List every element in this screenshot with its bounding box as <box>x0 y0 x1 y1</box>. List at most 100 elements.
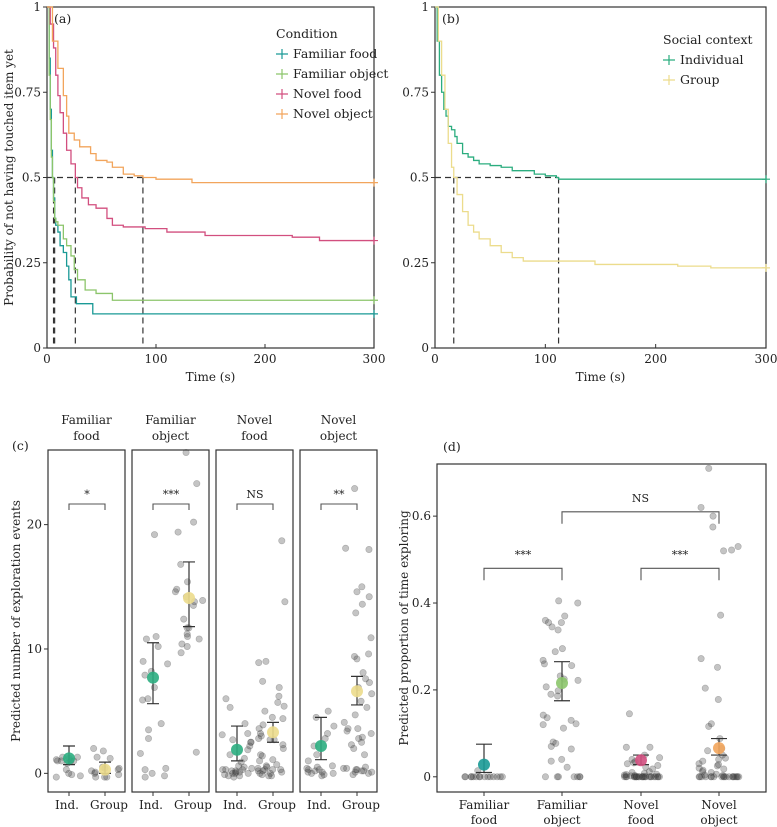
data-point <box>239 766 247 774</box>
data-point <box>720 765 728 773</box>
data-point <box>352 766 360 774</box>
data-point <box>476 773 484 781</box>
legend-swatch <box>663 55 675 65</box>
data-point <box>313 751 321 759</box>
mean-point <box>99 763 111 776</box>
x-tick-label: Group <box>258 798 296 812</box>
facet-frame <box>299 449 378 793</box>
data-point <box>261 766 269 774</box>
data-point <box>699 766 707 774</box>
data-point <box>115 764 123 772</box>
data-point <box>248 764 256 772</box>
y-tick-label: 0.25 <box>402 256 429 270</box>
survival-curve-novel-object <box>47 6 374 184</box>
panel-d: (d) Predicted proportion of time explorin… <box>397 439 767 827</box>
data-point <box>633 773 641 781</box>
data-point <box>707 768 715 776</box>
data-point <box>713 762 721 770</box>
x-tick-label: 200 <box>254 352 277 366</box>
data-point <box>247 738 255 746</box>
data-point <box>189 601 197 609</box>
data-point <box>551 648 559 656</box>
legend-entry: Familiar food <box>293 46 377 61</box>
data-point <box>361 751 369 759</box>
data-point <box>554 626 562 634</box>
data-point <box>543 714 551 722</box>
x-tick-label-line1: Novel <box>701 798 737 812</box>
data-point <box>340 718 348 726</box>
data-point <box>733 773 741 781</box>
data-point <box>541 616 549 624</box>
data-point <box>695 760 703 768</box>
x-tick-label: Ind. <box>307 798 331 812</box>
data-point <box>576 773 584 781</box>
data-point <box>254 764 262 772</box>
significance-label: *** <box>672 548 689 561</box>
data-point <box>707 773 715 781</box>
data-point <box>177 560 185 568</box>
data-point <box>342 544 350 552</box>
data-point <box>461 773 469 781</box>
data-point <box>486 773 494 781</box>
x-tick-label: 100 <box>145 352 168 366</box>
data-point <box>697 655 705 663</box>
data-point <box>91 769 99 777</box>
data-point <box>709 512 717 520</box>
data-point <box>329 769 337 777</box>
data-point <box>715 755 723 763</box>
data-point <box>461 773 469 781</box>
significance-label: NS <box>246 488 263 501</box>
data-point <box>654 773 662 781</box>
y-tick-label: 0.75 <box>14 85 41 99</box>
data-point <box>467 773 475 781</box>
data-point <box>539 721 547 729</box>
data-point <box>635 773 643 781</box>
mean-point <box>147 671 159 684</box>
data-point <box>572 720 580 728</box>
data-point <box>344 725 352 733</box>
data-point <box>262 762 270 770</box>
data-point <box>358 600 366 608</box>
legend-entry: Novel object <box>293 106 373 121</box>
data-point <box>68 771 76 779</box>
data-point <box>141 773 149 781</box>
data-point <box>318 768 326 776</box>
data-point <box>93 753 101 761</box>
data-point <box>545 619 553 627</box>
data-point <box>180 615 188 623</box>
data-point <box>324 707 332 715</box>
data-point <box>645 768 653 776</box>
facet-title-line2: food <box>241 429 268 443</box>
significance-bracket <box>152 503 190 510</box>
data-point <box>268 713 276 721</box>
data-point <box>259 721 267 729</box>
data-point <box>141 766 149 774</box>
data-point <box>576 773 584 781</box>
data-point <box>635 773 643 781</box>
facet-familiar-food: Familiar food * Ind. Group <box>47 413 128 812</box>
data-point <box>222 766 230 774</box>
panel-label: (b) <box>442 11 460 26</box>
data-point <box>52 756 60 764</box>
data-point <box>178 640 186 648</box>
data-point <box>640 769 648 777</box>
data-point <box>231 769 239 777</box>
data-point <box>308 769 316 777</box>
data-point <box>567 716 575 724</box>
data-point <box>712 770 720 778</box>
data-point <box>152 633 160 641</box>
data-point <box>701 684 709 692</box>
data-point <box>244 769 252 777</box>
x-tick-label: Group <box>174 798 212 812</box>
data-point <box>199 596 207 604</box>
data-point <box>638 773 646 781</box>
plot-frame <box>436 463 767 793</box>
data-point <box>148 769 156 777</box>
data-point <box>699 757 707 765</box>
group-novel-food <box>620 710 664 781</box>
significance-bracket <box>236 503 274 510</box>
data-point <box>631 771 639 779</box>
data-point <box>354 725 362 733</box>
x-tick-label-line1: Novel <box>623 798 659 812</box>
facet-frame <box>131 449 210 793</box>
